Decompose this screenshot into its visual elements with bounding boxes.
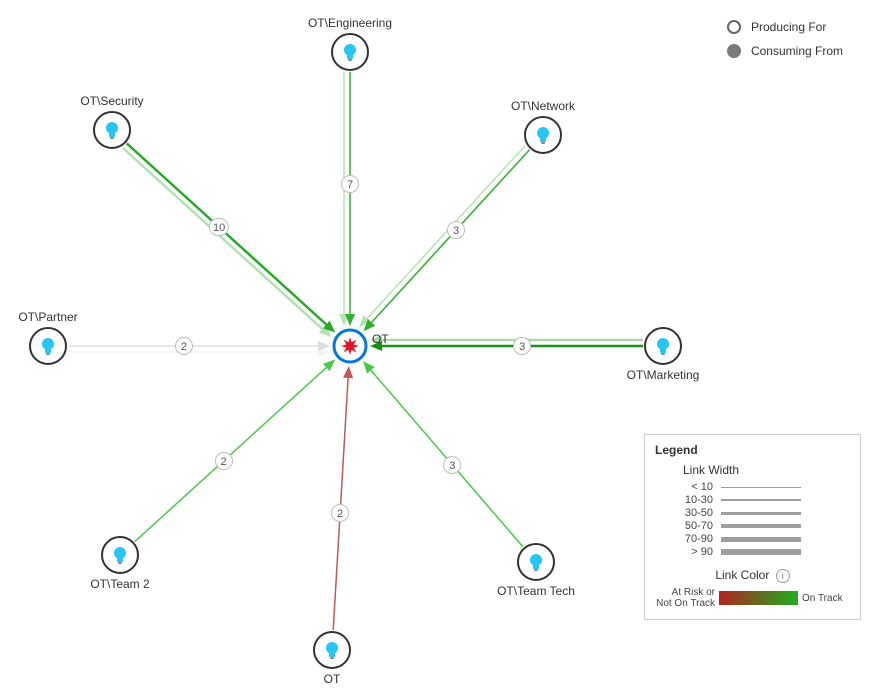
legend-swatch-filled xyxy=(727,44,741,58)
center-node[interactable] xyxy=(334,330,366,362)
legend-label: Consuming From xyxy=(751,44,843,58)
outer-node[interactable] xyxy=(94,112,130,148)
outer-node[interactable] xyxy=(30,328,66,364)
legend-label: Producing For xyxy=(751,20,826,34)
legend-title: Legend xyxy=(655,443,850,457)
outer-node[interactable] xyxy=(525,117,561,153)
link-color-block: Link Color i At Risk orNot On Track On T… xyxy=(655,568,850,609)
link-width-bar xyxy=(721,549,801,555)
link-width-row: 30-50 xyxy=(673,507,850,519)
link-width-bar xyxy=(721,487,801,488)
outer-node[interactable] xyxy=(102,537,138,573)
edge-value-badge: 2 xyxy=(215,452,233,470)
info-icon[interactable]: i xyxy=(776,569,790,583)
edge-value-badge: 10 xyxy=(209,218,229,236)
link-width-bar xyxy=(721,537,801,542)
edge-value-badge: 7 xyxy=(341,175,359,193)
link-width-label: > 90 xyxy=(673,546,713,558)
link-width-bar xyxy=(721,499,801,501)
gradient-bar xyxy=(719,591,798,605)
link-width-row: 10-30 xyxy=(673,494,850,506)
legend-swatch-open xyxy=(727,20,741,34)
outer-node[interactable] xyxy=(518,544,554,580)
edge xyxy=(370,335,643,351)
edge xyxy=(123,143,335,337)
link-color-gradient: At Risk orNot On Track On Track xyxy=(655,587,850,609)
link-width-label: < 10 xyxy=(673,481,713,493)
gradient-left-label: At Risk orNot On Track xyxy=(655,587,715,609)
edge xyxy=(68,341,330,357)
legend-panel: Legend Link Width < 1010-3030-5050-7070-… xyxy=(644,434,861,620)
gradient-right-label: On Track xyxy=(802,593,850,604)
link-width-row: 50-70 xyxy=(673,520,850,532)
link-width-label: 50-70 xyxy=(673,520,713,532)
link-width-row: 70-90 xyxy=(673,533,850,545)
outer-node[interactable] xyxy=(645,328,681,364)
edge xyxy=(359,146,529,332)
link-width-label: 70-90 xyxy=(673,533,713,545)
relationship-legend: Producing For Consuming From xyxy=(727,20,843,68)
link-width-row: < 10 xyxy=(673,481,850,493)
edge-value-badge: 3 xyxy=(447,221,465,239)
legend-row-producing: Producing For xyxy=(727,20,843,34)
edge xyxy=(135,359,335,541)
edge-value-badge: 2 xyxy=(175,337,193,355)
legend-row-consuming: Consuming From xyxy=(727,44,843,58)
link-width-label: 10-30 xyxy=(673,494,713,506)
link-width-label: 30-50 xyxy=(673,507,713,519)
edge-value-badge: 3 xyxy=(443,456,461,474)
edge xyxy=(363,361,523,547)
link-width-bar xyxy=(721,512,801,515)
edge-value-badge: 2 xyxy=(331,504,349,522)
edge xyxy=(339,72,355,326)
link-width-rows: < 1010-3030-5050-7070-90> 90 xyxy=(655,481,850,558)
edge-value-badge: 3 xyxy=(513,337,531,355)
link-width-row: > 90 xyxy=(673,546,850,558)
link-color-title: Link Color i xyxy=(655,568,850,583)
edge xyxy=(333,366,353,630)
burst-icon xyxy=(341,337,359,355)
link-width-bar xyxy=(721,524,801,528)
link-width-title: Link Width xyxy=(683,463,850,477)
outer-node[interactable] xyxy=(314,632,350,668)
outer-node[interactable] xyxy=(332,34,368,70)
